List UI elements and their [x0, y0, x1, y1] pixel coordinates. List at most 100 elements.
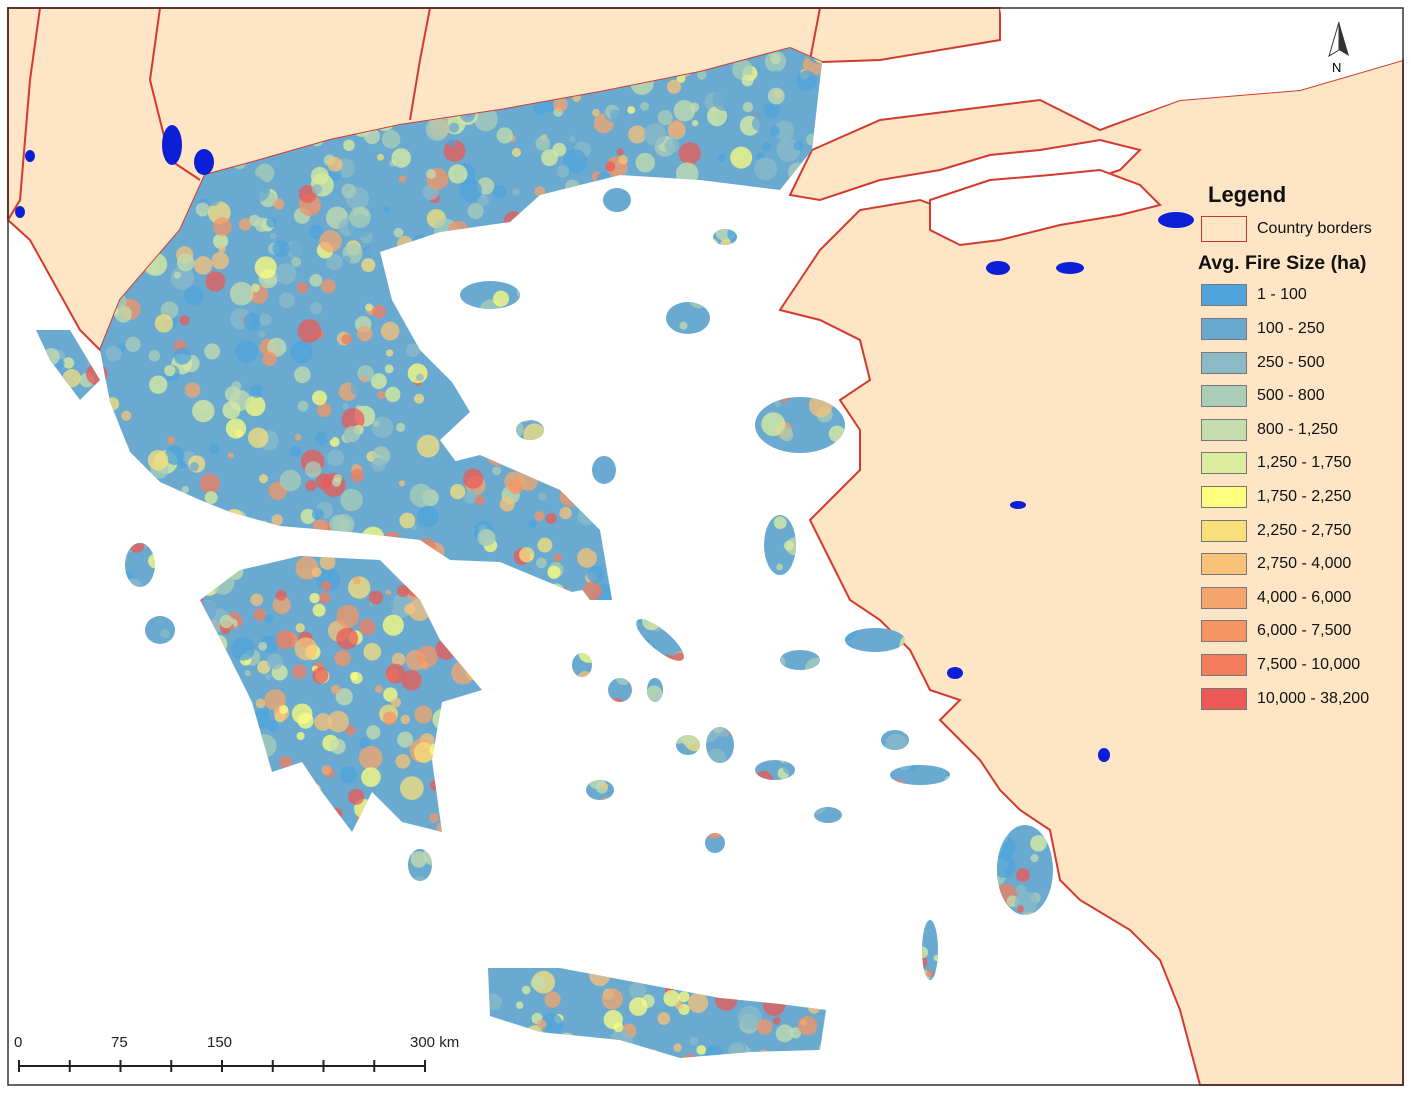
- raster-cell: [336, 604, 360, 628]
- raster-cell: [955, 979, 970, 994]
- raster-cell: [628, 446, 651, 469]
- raster-cell: [628, 125, 647, 144]
- raster-cell: [178, 994, 201, 1018]
- raster-cell: [729, 836, 739, 846]
- raster-cell: [176, 253, 195, 272]
- raster-cell: [166, 529, 189, 551]
- raster-cell: [488, 587, 496, 595]
- raster-cell: [115, 539, 123, 547]
- raster-cell: [514, 627, 525, 638]
- raster-cell: [620, 937, 644, 962]
- raster-cell: [739, 224, 762, 247]
- raster-cell: [964, 84, 972, 92]
- raster-cell: [492, 290, 510, 307]
- raster-cell: [241, 966, 250, 975]
- raster-cell: [951, 790, 960, 798]
- raster-cell: [142, 737, 165, 760]
- raster-cell: [179, 903, 194, 918]
- raster-cell: [108, 610, 132, 634]
- raster-cell: [737, 401, 747, 411]
- raster-cell: [491, 598, 499, 606]
- raster-cell: [794, 726, 815, 746]
- raster-cell: [646, 333, 671, 358]
- raster-cell: [382, 226, 393, 236]
- raster-cell: [577, 506, 597, 526]
- country-border-swatch: [1201, 215, 1247, 242]
- raster-cell: [415, 1003, 430, 1017]
- raster-cell: [546, 614, 560, 627]
- raster-cell: [193, 843, 216, 866]
- raster-cell: [105, 751, 117, 763]
- raster-cell: [497, 1021, 505, 1030]
- raster-cell: [921, 82, 929, 90]
- raster-cell: [817, 569, 827, 580]
- raster-cell: [733, 867, 748, 881]
- raster-cell: [90, 883, 109, 902]
- legend-swatch: [1201, 452, 1247, 475]
- raster-cell: [919, 887, 942, 909]
- raster-cell: [675, 694, 693, 712]
- raster-cell: [714, 323, 736, 345]
- raster-cell: [659, 464, 675, 480]
- raster-cell: [619, 780, 628, 789]
- raster-cell: [648, 291, 656, 300]
- raster-cell: [808, 1001, 821, 1014]
- raster-cell: [215, 772, 234, 790]
- raster-cell: [734, 751, 750, 767]
- raster-cell: [350, 379, 367, 397]
- raster-cell: [167, 436, 175, 445]
- raster-cell: [765, 909, 780, 924]
- raster-cell: [425, 117, 449, 141]
- raster-cell: [336, 627, 359, 650]
- raster-cell: [411, 962, 423, 974]
- raster-cell: [668, 954, 681, 968]
- raster-cell: [954, 941, 964, 951]
- raster-cell: [678, 221, 695, 238]
- raster-cell: [652, 783, 667, 798]
- raster-cell: [933, 730, 949, 746]
- raster-cell: [691, 433, 710, 452]
- raster-cell: [794, 1050, 816, 1058]
- raster-cell: [58, 885, 77, 904]
- raster-cell: [36, 392, 46, 413]
- raster-cell: [457, 582, 467, 592]
- raster-cell: [99, 804, 107, 811]
- raster-cell: [143, 727, 161, 744]
- raster-cell: [564, 871, 585, 892]
- raster-cell: [321, 992, 338, 1009]
- raster-cell: [581, 311, 591, 320]
- raster-cell: [548, 465, 572, 490]
- raster-cell: [16, 387, 32, 403]
- raster-cell: [49, 479, 59, 490]
- raster-cell: [538, 492, 547, 501]
- raster-cell: [171, 816, 191, 837]
- raster-cell: [619, 739, 630, 750]
- raster-cell: [480, 803, 488, 811]
- raster-cell: [65, 640, 80, 655]
- legend-item: 100 - 250: [1196, 312, 1406, 346]
- raster-cell: [599, 896, 616, 913]
- raster-cell: [870, 798, 891, 818]
- raster-cell: [777, 444, 789, 456]
- raster-cell: [195, 202, 210, 217]
- raster-cell: [462, 468, 484, 489]
- raster-cell: [850, 986, 872, 1008]
- raster-cell: [506, 253, 518, 264]
- raster-cell: [990, 863, 997, 870]
- raster-cell: [489, 327, 512, 350]
- raster-cell: [36, 856, 44, 876]
- raster-cell: [625, 550, 647, 573]
- raster-cell: [36, 975, 39, 998]
- raster-cell: [64, 742, 83, 761]
- raster-cell: [86, 822, 102, 838]
- raster-cell: [489, 584, 500, 595]
- raster-cell: [609, 109, 621, 121]
- raster-cell: [480, 971, 489, 980]
- raster-cell: [244, 729, 252, 737]
- raster-cell: [1018, 998, 1025, 1005]
- raster-cell: [820, 968, 844, 993]
- raster-cell: [315, 998, 327, 1010]
- raster-cell: [558, 760, 577, 778]
- raster-cell: [678, 142, 701, 165]
- raster-cell: [662, 810, 686, 834]
